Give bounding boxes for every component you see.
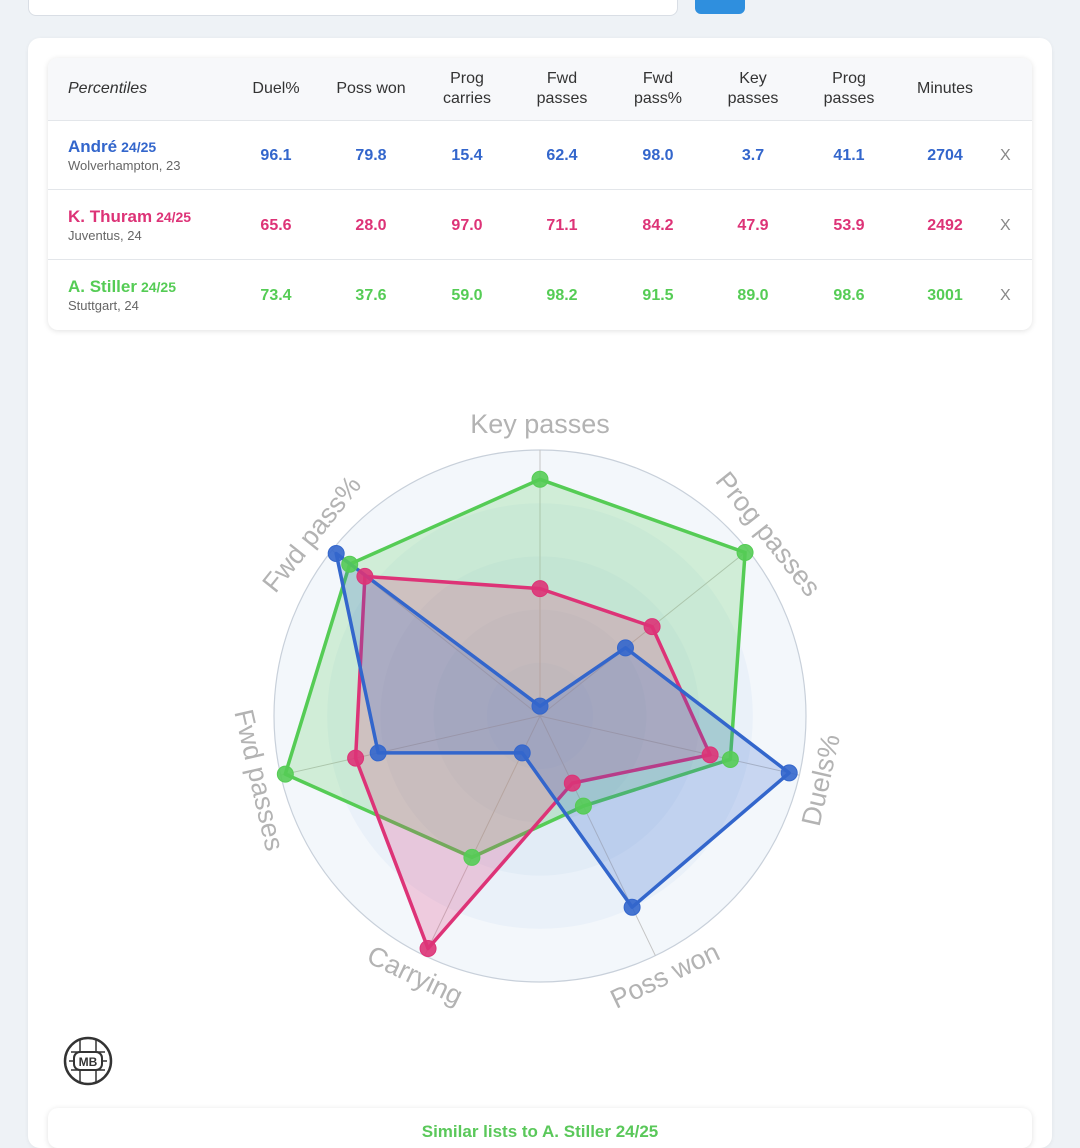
cell-prog-carries: 15.4 [451,146,483,164]
player-club: Wolverhampton, 23 [68,158,181,173]
cell-minutes: 2492 [927,216,963,234]
radar-axis-label: Key passes [470,409,610,439]
header-minutes: Minutes [916,80,974,97]
radar-point [513,744,531,762]
cell-minutes: 2704 [927,146,963,164]
radar-point [356,567,374,585]
radar-point [369,744,387,762]
cell-duel-pct: 96.1 [260,146,292,164]
cell-key-passes: 89.0 [737,286,769,304]
search-button[interactable] [695,0,745,14]
radar-point [276,765,294,783]
player-club: Stuttgart, 24 [68,298,139,313]
cell-fwd-pass-pct: 98.0 [642,146,674,164]
cell-minutes: 3001 [927,286,963,304]
radar-spoke [539,715,800,776]
header-duel-pct: Duel% [252,80,300,97]
radar-point [616,639,634,657]
radar-point [531,470,549,488]
radar-series-andr- [334,551,791,909]
cell-duel-pct: 65.6 [260,216,292,234]
player-name[interactable]: K. Thuram 24/25 [68,207,192,226]
percentile-table: Percentiles Duel% Poss won Prog carries F… [48,58,1032,330]
cell-fwd-passes: 62.4 [546,146,578,164]
radar-point [736,543,754,561]
header-percentiles: Percentiles [68,80,148,97]
cell-prog-passes: 41.1 [833,146,865,164]
player-name[interactable]: André 24/25 [68,137,157,156]
radar-point [623,898,641,916]
table-row: A. Stiller 24/25 Stuttgart, 24 73.4 37.6 … [48,261,1032,330]
cell-prog-carries: 59.0 [451,286,483,304]
cell-prog-passes: 98.6 [833,286,865,304]
cell-poss-won: 28.0 [355,216,387,234]
radar-spoke [280,715,541,776]
header-fwd-passes: Fwd passes [536,70,588,107]
radar-point [327,544,345,562]
radar-point [721,750,739,768]
table-row: André 24/25 Wolverhampton, 23 96.1 79.8 1… [48,121,1032,190]
header-prog-carries: Prog carries [442,70,491,107]
radar-point [574,797,592,815]
radar-point [643,618,661,636]
radar-point [701,746,719,764]
radar-spoke [539,715,656,956]
radar-point [347,749,365,767]
logo-text: MB [79,1055,98,1069]
similar-card: Similar lists to A. Stiller 24/25 [48,1108,1032,1148]
cell-poss-won: 79.8 [355,146,387,164]
header-poss-won: Poss won [336,80,406,97]
header-fwd-pass-pct: Fwd pass% [633,70,683,107]
radar-point [531,697,549,715]
cell-fwd-pass-pct: 84.2 [642,216,674,234]
similar-title: Similar lists to A. Stiller 24/25 [421,1122,659,1141]
radar-point [341,555,359,573]
cell-prog-passes: 53.9 [833,216,865,234]
header-key-passes: Key passes [727,70,779,107]
table-row: K. Thuram 24/25 Juventus, 24 65.6 28.0 97… [48,191,1032,260]
radar-point [780,764,798,782]
player-name[interactable]: A. Stiller 24/25 [68,277,177,296]
radar-point [419,939,437,957]
cell-duel-pct: 73.4 [260,286,292,304]
logo-icon: MB [63,1036,113,1086]
cell-fwd-passes: 98.2 [546,286,578,304]
table-header: Percentiles Duel% Poss won Prog carries F… [48,58,1032,121]
radar-point [531,580,549,598]
radar-series-k-thuram [353,574,712,951]
cell-prog-carries: 97.0 [451,216,483,234]
remove-player-button[interactable]: X [1000,286,1011,304]
cell-fwd-pass-pct: 91.5 [642,286,674,304]
radar-point [563,774,581,792]
cell-poss-won: 37.6 [355,286,387,304]
cell-fwd-passes: 71.1 [546,216,578,234]
search-input[interactable] [28,0,678,16]
remove-player-button[interactable]: X [1000,146,1011,164]
radar-spoke [539,549,749,717]
header-prog-passes: Prog passes [823,70,875,107]
radar-point [463,848,481,866]
cell-key-passes: 3.7 [741,146,765,164]
remove-player-button[interactable]: X [1000,216,1011,234]
cell-key-passes: 47.9 [737,216,769,234]
player-club: Juventus, 24 [68,228,142,243]
